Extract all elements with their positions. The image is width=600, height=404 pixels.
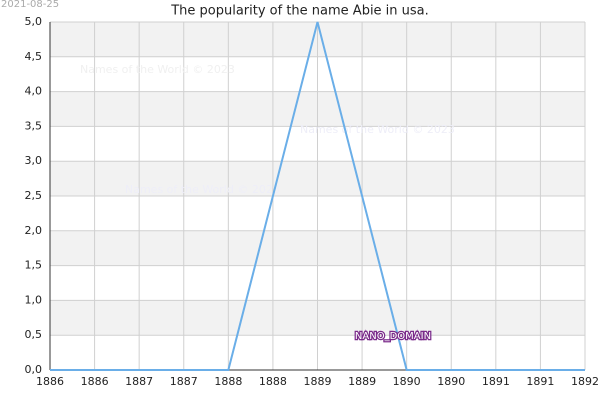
x-tick-label: 1891 xyxy=(526,375,554,388)
line xyxy=(50,21,585,371)
y-tick-label: 2,5 xyxy=(25,189,43,202)
date-stamp: 2021-08-25 xyxy=(1,0,59,10)
x-tick-label: 1890 xyxy=(437,375,465,388)
x-tick-label: 1888 xyxy=(214,375,242,388)
x-tick-label: 1889 xyxy=(348,375,376,388)
watermark: Names of the World © 2023 xyxy=(80,63,235,76)
watermark: Names of the World © 2023 xyxy=(125,183,280,196)
badge: NANO_DOMAIN xyxy=(355,331,431,342)
x-tick-label: 1887 xyxy=(170,375,198,388)
y-tick-label: 2,0 xyxy=(25,224,43,237)
y-tick-label: 5,0 xyxy=(25,15,43,28)
y-tick-label: 1,5 xyxy=(25,259,43,272)
x-tick-label: 1891 xyxy=(482,375,510,388)
x-tick-label: 1889 xyxy=(304,375,332,388)
grid xyxy=(49,21,586,371)
y-tick-label: 4,5 xyxy=(25,50,43,63)
y-tick-label: 4,0 xyxy=(25,85,43,98)
y-tick-label: 3,0 xyxy=(25,154,43,167)
y-tick-label: 1,0 xyxy=(25,293,43,306)
x-tick-label: 1888 xyxy=(259,375,287,388)
watermark: Names of the World © 2023 xyxy=(300,123,455,136)
y-tick-label: 0,5 xyxy=(25,328,43,341)
y-tick-label: 0,0 xyxy=(25,363,43,376)
x-tick-label: 1886 xyxy=(36,375,64,388)
y-tick-label: 3,5 xyxy=(25,119,43,132)
chart-title: The popularity of the name Abie in usa. xyxy=(170,4,429,19)
x-tick-label: 1887 xyxy=(125,375,153,388)
x-tick-label: 1886 xyxy=(81,375,109,388)
x-tick-label: 1890 xyxy=(393,375,421,388)
x-tick-label: 1892 xyxy=(571,375,599,388)
